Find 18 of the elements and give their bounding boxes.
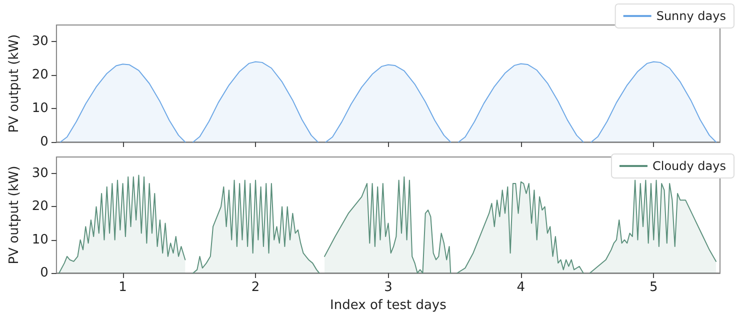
- y-axis-title: PV output (kW): [7, 34, 22, 133]
- y-axis-title: PV output (kW): [7, 166, 22, 264]
- x-tick-label: 4: [516, 280, 526, 295]
- x-tick-label: 3: [384, 280, 392, 295]
- x-tick-label: 5: [650, 280, 658, 295]
- y-tick-label: 20: [32, 199, 48, 214]
- y-tick-label: 30: [32, 166, 48, 182]
- x-tick-label: 1: [118, 280, 127, 295]
- legend-label: Sunny days: [656, 9, 726, 23]
- y-tick-label: 10: [32, 232, 48, 248]
- y-tick-label: 0: [40, 266, 48, 280]
- x-axis-title: Index of test days: [330, 298, 447, 313]
- y-tick-label: 10: [32, 101, 48, 116]
- y-tick-label: 0: [40, 134, 48, 150]
- x-tick-label: 2: [251, 280, 260, 295]
- legend-label: Cloudy days: [652, 159, 726, 173]
- y-tick-label: 30: [32, 34, 48, 50]
- y-tick-label: 20: [32, 68, 48, 83]
